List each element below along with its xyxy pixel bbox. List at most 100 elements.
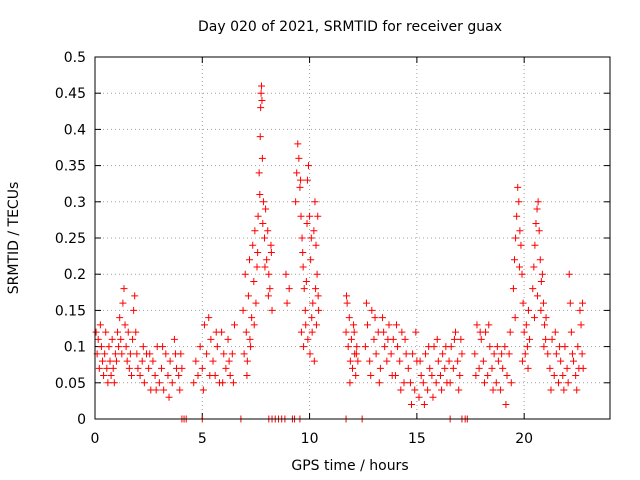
data-point xyxy=(567,328,575,336)
data-point xyxy=(560,386,568,394)
data-point xyxy=(489,386,497,394)
plot-frame xyxy=(94,56,611,420)
data-point xyxy=(244,292,252,300)
data-point xyxy=(383,357,391,365)
data-point xyxy=(251,227,259,235)
data-point xyxy=(490,350,498,358)
data-point xyxy=(253,263,261,271)
y-tick-label: 0.45 xyxy=(55,86,86,102)
data-point xyxy=(190,379,198,387)
data-point xyxy=(429,393,437,401)
data-point xyxy=(425,343,433,351)
data-point xyxy=(530,263,538,271)
data-point xyxy=(472,372,480,380)
data-point xyxy=(475,364,483,372)
data-point xyxy=(307,234,315,242)
data-point xyxy=(255,169,263,177)
data-point xyxy=(370,335,378,343)
data-point xyxy=(565,270,573,278)
data-point xyxy=(296,183,304,191)
data-point xyxy=(243,372,251,380)
data-point xyxy=(297,176,305,184)
data-point xyxy=(312,285,320,293)
chart-title: Day 020 of 2021, SRMTID for receiver gua… xyxy=(198,19,502,35)
data-point xyxy=(120,285,128,293)
data-point xyxy=(103,364,111,372)
data-point xyxy=(168,379,176,387)
data-point xyxy=(155,379,163,387)
data-point xyxy=(262,205,270,213)
data-point xyxy=(158,364,166,372)
data-point xyxy=(385,321,393,329)
data-point xyxy=(127,372,135,380)
data-point xyxy=(131,292,139,300)
data-point xyxy=(178,364,186,372)
data-point xyxy=(220,350,228,358)
data-point xyxy=(353,343,361,351)
y-tick-label: 0 xyxy=(77,412,86,428)
data-point xyxy=(301,306,309,314)
data-point xyxy=(556,343,564,351)
data-point xyxy=(346,379,354,387)
data-point xyxy=(254,212,262,220)
y-tick-label: 0.25 xyxy=(55,231,86,247)
y-tick-label: 0.2 xyxy=(64,267,86,283)
data-point xyxy=(314,212,322,220)
data-point xyxy=(129,335,137,343)
data-point xyxy=(499,364,507,372)
data-point xyxy=(194,372,202,380)
data-point xyxy=(352,372,360,380)
data-point xyxy=(170,335,178,343)
data-point xyxy=(300,285,308,293)
y-tick-label: 0.4 xyxy=(64,122,86,138)
data-point xyxy=(123,357,131,365)
data-point xyxy=(254,248,262,256)
data-point xyxy=(283,299,291,307)
data-point xyxy=(114,328,122,336)
data-point xyxy=(252,299,260,307)
data-point xyxy=(118,350,126,358)
data-point xyxy=(387,350,395,358)
data-point xyxy=(268,306,276,314)
data-point xyxy=(304,335,312,343)
data-point xyxy=(249,241,257,249)
data-point xyxy=(392,321,400,329)
data-point xyxy=(226,372,234,380)
data-point xyxy=(100,372,108,380)
data-point xyxy=(175,372,183,380)
data-point xyxy=(578,350,586,358)
data-point xyxy=(516,227,524,235)
data-point xyxy=(124,328,132,336)
data-point xyxy=(258,82,266,90)
data-point xyxy=(130,306,138,314)
points-layer xyxy=(92,82,587,423)
data-point xyxy=(537,277,545,285)
data-point xyxy=(257,104,265,112)
data-point xyxy=(112,357,120,365)
data-point xyxy=(261,263,269,271)
data-point xyxy=(452,328,459,336)
data-point xyxy=(514,183,522,191)
data-point xyxy=(200,321,208,329)
data-point xyxy=(354,357,362,365)
data-point xyxy=(522,321,530,329)
data-point xyxy=(305,162,313,170)
data-point xyxy=(367,372,375,380)
data-point xyxy=(526,335,534,343)
data-point xyxy=(368,306,376,314)
data-point xyxy=(292,198,300,206)
y-tick-label: 0.05 xyxy=(55,376,86,392)
data-point xyxy=(574,343,582,351)
y-axis-label: SRMTID / TECUs xyxy=(6,182,22,295)
data-point xyxy=(552,350,560,358)
data-point xyxy=(515,263,523,271)
data-point xyxy=(426,364,434,372)
data-point xyxy=(263,256,271,264)
data-point xyxy=(229,379,237,387)
data-point xyxy=(266,285,274,293)
grid-layer xyxy=(95,57,610,419)
data-point xyxy=(309,299,317,307)
data-point xyxy=(421,350,429,358)
data-point xyxy=(540,343,548,351)
data-point xyxy=(349,364,356,372)
